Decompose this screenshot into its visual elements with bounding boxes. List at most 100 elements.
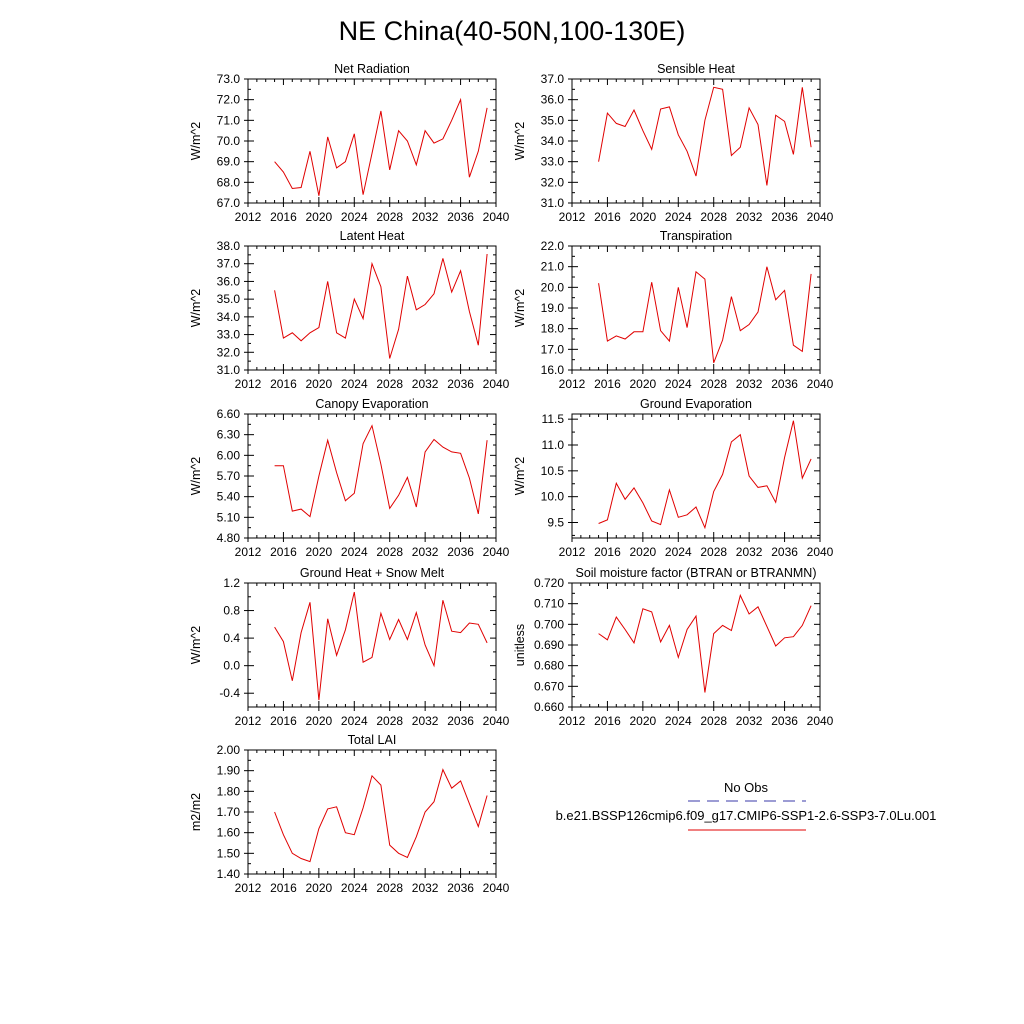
panel-title: Net Radiation bbox=[334, 62, 410, 76]
plot-frame bbox=[571, 413, 821, 539]
x-tick-label: 2024 bbox=[665, 545, 692, 559]
y-tick-label: 0.4 bbox=[223, 631, 240, 645]
y-tick-label: 9.5 bbox=[547, 516, 564, 530]
series-line-net-radiation bbox=[274, 97, 488, 196]
x-tick-label: 2036 bbox=[447, 210, 474, 224]
y-tick-label: 32.0 bbox=[541, 175, 565, 189]
y-tick-label: 34.0 bbox=[217, 310, 241, 324]
series-line-sensible-heat bbox=[598, 86, 812, 186]
y-tick-label: 11.5 bbox=[542, 412, 565, 426]
x-tick-label: 2032 bbox=[736, 545, 763, 559]
x-tick-label: 2028 bbox=[700, 714, 727, 728]
panel-net-radiation: Net Radiation W/m^2 2012 2016 2020 2024 2028 20… bbox=[189, 62, 510, 224]
x-tick-label: 2016 bbox=[270, 210, 297, 224]
x-tick-label: 2020 bbox=[630, 377, 657, 391]
panel-ground-evaporation: Ground Evaporation W/m^2 2012 2016 2020 2024 2… bbox=[513, 397, 834, 559]
series-line-transpiration bbox=[598, 266, 812, 363]
x-tick-label: 2036 bbox=[771, 377, 798, 391]
x-tick-label: 2040 bbox=[807, 545, 834, 559]
x-tick-label: 2036 bbox=[771, 714, 798, 728]
x-tick-label: 2016 bbox=[594, 545, 621, 559]
x-tick-label: 2024 bbox=[665, 210, 692, 224]
x-tick-label: 2032 bbox=[736, 714, 763, 728]
x-tick-label: 2020 bbox=[306, 881, 333, 895]
y-axis-label: W/m^2 bbox=[189, 457, 203, 496]
x-tick-label: 2028 bbox=[376, 377, 403, 391]
x-tick-label: 2020 bbox=[630, 210, 657, 224]
panel-canopy-evaporation: Canopy Evaporation W/m^2 2012 2016 2020 2024 2… bbox=[189, 397, 510, 559]
y-tick-label: 31.0 bbox=[217, 363, 241, 377]
x-tick-label: 2024 bbox=[341, 210, 368, 224]
x-tick-label: 2016 bbox=[594, 377, 621, 391]
x-tick-label: 2028 bbox=[376, 881, 403, 895]
y-tick-label: 0.680 bbox=[534, 659, 564, 673]
y-tick-label: 1.90 bbox=[217, 764, 241, 778]
series-line-total-lai bbox=[274, 768, 488, 863]
y-axis-label: W/m^2 bbox=[189, 122, 203, 161]
y-tick-label: 35.0 bbox=[217, 292, 241, 306]
panels: Net Radiation W/m^2 2012 2016 2020 2024 2028 20… bbox=[189, 62, 834, 895]
x-tick-label: 2032 bbox=[412, 881, 439, 895]
x-tick-label: 2012 bbox=[235, 210, 262, 224]
series-line-ground-heat-snow-melt bbox=[274, 591, 488, 701]
x-tick-label: 2040 bbox=[483, 210, 510, 224]
x-tick-label: 2024 bbox=[341, 545, 368, 559]
panel-title: Soil moisture factor (BTRAN or BTRANMN) bbox=[575, 566, 816, 580]
legend-model-label: b.e21.BSSP126cmip6.f09_g17.CMIP6-SSP1-2.… bbox=[556, 808, 937, 823]
x-tick-label: 2032 bbox=[736, 377, 763, 391]
y-tick-label: 10.0 bbox=[541, 490, 565, 504]
y-tick-label: 36.0 bbox=[217, 274, 241, 288]
y-tick-label: 72.0 bbox=[217, 93, 241, 107]
y-tick-label: 6.30 bbox=[217, 428, 241, 442]
y-tick-label: 2.00 bbox=[217, 743, 241, 757]
x-tick-label: 2020 bbox=[630, 545, 657, 559]
y-tick-label: 71.0 bbox=[217, 113, 241, 127]
panel-title: Canopy Evaporation bbox=[315, 397, 428, 411]
y-tick-label: 33.0 bbox=[217, 328, 241, 342]
y-tick-label: 0.0 bbox=[223, 659, 240, 673]
plot-frame bbox=[247, 749, 497, 875]
x-tick-label: 2012 bbox=[559, 377, 586, 391]
y-axis-label: W/m^2 bbox=[513, 289, 527, 328]
panel-title: Transpiration bbox=[660, 229, 733, 243]
series-line-canopy-evaporation bbox=[274, 424, 488, 518]
y-tick-label: 38.0 bbox=[217, 239, 241, 253]
y-tick-label: 0.710 bbox=[534, 597, 564, 611]
x-tick-label: 2016 bbox=[270, 377, 297, 391]
series-line-latent-heat bbox=[274, 253, 488, 359]
x-tick-label: 2036 bbox=[447, 377, 474, 391]
x-tick-label: 2032 bbox=[736, 210, 763, 224]
x-tick-label: 2024 bbox=[341, 714, 368, 728]
x-tick-label: 2012 bbox=[235, 714, 262, 728]
panel-ground-heat-snow-melt: Ground Heat + Snow Melt W/m^2 2012 2016 2020… bbox=[189, 566, 510, 728]
panel-title: Ground Evaporation bbox=[640, 397, 752, 411]
x-tick-label: 2020 bbox=[306, 714, 333, 728]
plot-frame bbox=[571, 245, 821, 371]
x-tick-label: 2028 bbox=[376, 714, 403, 728]
plot-frame bbox=[571, 582, 821, 708]
x-tick-label: 2032 bbox=[412, 210, 439, 224]
y-tick-label: 22.0 bbox=[541, 239, 565, 253]
x-tick-label: 2040 bbox=[483, 881, 510, 895]
y-tick-label: 18.0 bbox=[541, 322, 565, 336]
x-tick-label: 2016 bbox=[270, 881, 297, 895]
x-tick-label: 2040 bbox=[807, 377, 834, 391]
y-axis-label: W/m^2 bbox=[513, 122, 527, 161]
y-tick-label: 0.720 bbox=[534, 576, 564, 590]
y-tick-label: 0.8 bbox=[223, 604, 240, 618]
y-tick-label: 0.660 bbox=[534, 700, 564, 714]
y-tick-label: 70.0 bbox=[217, 134, 241, 148]
y-tick-label: 20.0 bbox=[541, 280, 565, 294]
y-tick-label: 1.50 bbox=[217, 846, 241, 860]
y-tick-label: 34.0 bbox=[541, 134, 565, 148]
y-tick-label: 37.0 bbox=[541, 72, 565, 86]
x-tick-label: 2032 bbox=[412, 377, 439, 391]
x-tick-label: 2012 bbox=[235, 881, 262, 895]
x-tick-label: 2032 bbox=[412, 545, 439, 559]
y-tick-label: 1.80 bbox=[217, 784, 241, 798]
x-tick-label: 2040 bbox=[807, 210, 834, 224]
x-tick-label: 2028 bbox=[700, 545, 727, 559]
panel-transpiration: Transpiration W/m^2 2012 2016 2020 2024 2028 20… bbox=[513, 229, 834, 391]
y-axis-label: W/m^2 bbox=[189, 626, 203, 665]
y-tick-label: 1.60 bbox=[217, 826, 241, 840]
